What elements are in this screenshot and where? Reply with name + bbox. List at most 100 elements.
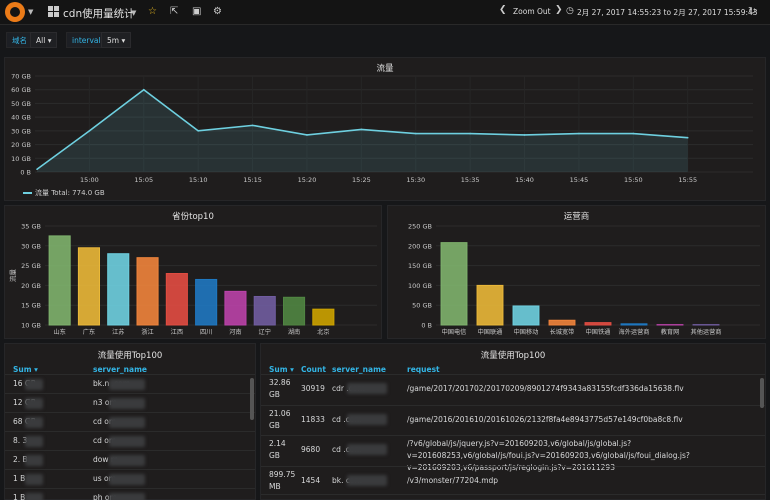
bar — [195, 278, 218, 326]
panel-title[interactable]: 省份top10 — [172, 212, 214, 222]
y-tick-label: 30 GB — [21, 242, 41, 250]
table-row[interactable]: 2. B dow m — [5, 454, 255, 468]
redaction-mask — [347, 414, 387, 425]
x-tick-label: 广东 — [83, 328, 95, 336]
row-divider — [261, 466, 765, 467]
row-divider — [5, 374, 255, 375]
x-tick-label: 四川 — [200, 329, 212, 336]
table-row[interactable]: 21.06 GB 11833 cd .com/game/2016/201610/20… — [261, 405, 765, 435]
redaction-mask — [25, 379, 43, 390]
bar — [312, 308, 335, 326]
panel-title[interactable]: 流量使用Top100 — [480, 351, 546, 361]
variable-label-domain: 域名 — [6, 32, 33, 48]
redaction-mask — [347, 444, 387, 455]
gear-icon[interactable]: ⚙ — [213, 6, 222, 17]
grafana-logo-icon[interactable] — [5, 2, 25, 22]
chevron-left-icon[interactable]: ❮ — [499, 5, 507, 15]
cell-sum: 16 GB — [13, 379, 36, 388]
y-tick-label: 25 GB — [21, 262, 41, 270]
cell-count: 9680 — [301, 445, 321, 454]
column-header-server-name[interactable]: server_name — [93, 365, 147, 374]
table-row[interactable]: 2.14 GB 9680 cd .com /?v6/global/js/jquery.… — [261, 435, 765, 472]
save-icon[interactable]: ▣ — [192, 6, 202, 17]
table-row[interactable]: 899.75 MB 1454 bk. com/v3/monster/77204.md… — [261, 466, 765, 494]
traffic-panel: 流量 0 B 10 GB 20 GB 30 GB 40 GB 50 GB 60 GB 70 G… — [4, 57, 766, 201]
row-divider — [5, 469, 255, 470]
row-divider — [261, 435, 765, 436]
table-row[interactable]: 1 B us om — [5, 473, 255, 487]
column-header-server-name[interactable]: server_name — [332, 365, 386, 374]
share-icon[interactable]: ⇱ — [170, 6, 179, 17]
refresh-icon[interactable]: ↻ — [748, 6, 757, 17]
chevron-right-icon[interactable]: ❯ — [555, 5, 563, 15]
redaction-mask — [109, 379, 145, 390]
column-header-request[interactable]: request — [407, 365, 440, 374]
zoom-out-button[interactable]: Zoom Out — [513, 7, 551, 16]
province-panel: 省份top10 10 GB 15 GB 20 GB 25 GB 30 GB 35 GB 山东… — [4, 205, 382, 339]
scrollbar[interactable] — [760, 378, 764, 408]
table-row[interactable]: 16 GBbk.n .com — [5, 378, 255, 392]
row-divider — [5, 431, 255, 432]
panel-title[interactable]: 运营商 — [563, 212, 590, 222]
cell-server-name: us om — [93, 474, 116, 483]
column-header-sum[interactable]: Sum ▾ — [269, 365, 294, 374]
time-range-picker[interactable]: 2月 27, 2017 14:55:23 to 2月 27, 2017 15:5… — [577, 8, 758, 17]
y-tick-label: 20 GB — [11, 141, 31, 149]
x-tick-label: 15:15 — [243, 176, 262, 184]
y-axis-label: 流量 — [8, 269, 17, 283]
y-tick-label: 60 GB — [11, 86, 31, 94]
cell-server-name: ph om — [93, 493, 117, 500]
y-tick-label: 15 GB — [21, 302, 41, 310]
redaction-mask — [347, 383, 387, 394]
scrollbar[interactable] — [250, 378, 254, 420]
x-tick-label: 中国铁通 — [586, 328, 611, 336]
x-tick-label: 15:45 — [570, 176, 589, 184]
table-row[interactable]: 12 GB n3 om — [5, 397, 255, 411]
x-tick-label: 15:25 — [352, 176, 371, 184]
y-tick-label: 100 GB — [408, 282, 432, 290]
bar — [48, 235, 71, 326]
column-header-sum[interactable]: Sum ▾ — [13, 365, 38, 374]
data-point — [686, 136, 689, 139]
panel-title[interactable]: 流量使用Top100 — [97, 351, 163, 361]
cell-sum: 12 GB — [13, 398, 36, 407]
redaction-mask — [25, 455, 43, 466]
traffic-chart: 0 B 10 GB 20 GB 30 GB 40 GB 50 GB 60 GB 70 GB 15… — [11, 73, 753, 184]
table-row[interactable] — [261, 494, 765, 500]
variable-select-interval[interactable]: 5m ▾ — [101, 32, 132, 48]
data-point — [142, 88, 145, 91]
y-tick-label: 35 GB — [21, 223, 41, 231]
row-divider — [261, 494, 765, 495]
table-row[interactable]: 8. 3 cd om — [5, 435, 255, 449]
header-label: Sum — [269, 365, 288, 374]
data-point — [632, 132, 635, 135]
data-point — [578, 132, 580, 135]
bar — [253, 295, 276, 326]
data-point — [251, 124, 254, 127]
logo-caret-icon[interactable]: ▼ — [28, 8, 34, 16]
cell-request: /v3/monster/77204.mdp — [407, 476, 499, 485]
y-tick-label: 40 GB — [11, 114, 31, 122]
y-tick-label: 50 GB — [11, 100, 31, 108]
star-icon[interactable]: ☆ — [148, 6, 157, 17]
column-header-count[interactable]: Count — [301, 365, 326, 374]
cell-sum: 32.86 GB — [269, 378, 291, 399]
data-point — [197, 130, 199, 132]
bar — [548, 319, 576, 326]
panel-title[interactable]: 流量 — [376, 64, 394, 74]
variable-select-domain[interactable]: All ▾ — [30, 32, 58, 48]
data-point — [469, 132, 471, 135]
dashboard-title[interactable]: cdn使用量统计 — [63, 8, 135, 20]
traffic-legend[interactable]: 流量 Total: 774.0 GB — [23, 188, 105, 198]
redaction-mask — [25, 493, 43, 500]
cell-sum: 8. 3 — [13, 436, 28, 445]
x-tick-label: 15:35 — [461, 176, 480, 184]
table-row[interactable]: 68 GB cd om — [5, 416, 255, 430]
cell-request: /game/2016/201610/20161026/2132f8fa4e894… — [407, 415, 683, 424]
table-row[interactable]: 1 B ph om — [5, 492, 255, 500]
data-point — [306, 134, 308, 136]
row-divider — [261, 405, 765, 406]
title-caret-icon[interactable]: ▼ — [131, 9, 137, 17]
data-point — [414, 132, 417, 135]
